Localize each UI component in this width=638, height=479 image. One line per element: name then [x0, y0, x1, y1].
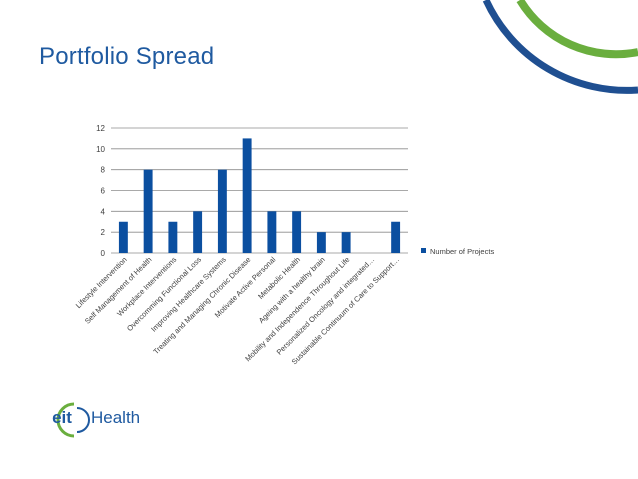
bar	[143, 169, 153, 253]
bar	[168, 221, 178, 253]
green-arc-icon	[516, 0, 638, 59]
slide-title: Portfolio Spread	[39, 43, 215, 70]
y-tick-label: 0	[101, 249, 106, 258]
logo-wordmark: Health	[91, 408, 141, 427]
bar	[217, 169, 227, 253]
bar	[341, 232, 351, 253]
legend-label: Number of Projects	[430, 247, 494, 256]
y-tick-label: 6	[101, 187, 106, 196]
bar	[118, 221, 128, 253]
bar	[391, 221, 401, 253]
bar	[267, 211, 277, 253]
y-tick-label: 10	[96, 145, 105, 154]
y-tick-label: 4	[101, 207, 106, 216]
bar	[316, 232, 326, 253]
y-tick-label: 12	[96, 124, 105, 133]
logo-mark: eit	[52, 408, 72, 427]
y-tick-label: 8	[101, 166, 106, 175]
y-tick-label: 2	[101, 228, 106, 237]
eit-logo-icon	[56, 402, 90, 438]
bar	[242, 138, 252, 253]
legend-swatch	[421, 248, 426, 253]
bar	[193, 211, 203, 253]
blue-arc-icon	[482, 0, 638, 94]
bar	[292, 211, 302, 253]
